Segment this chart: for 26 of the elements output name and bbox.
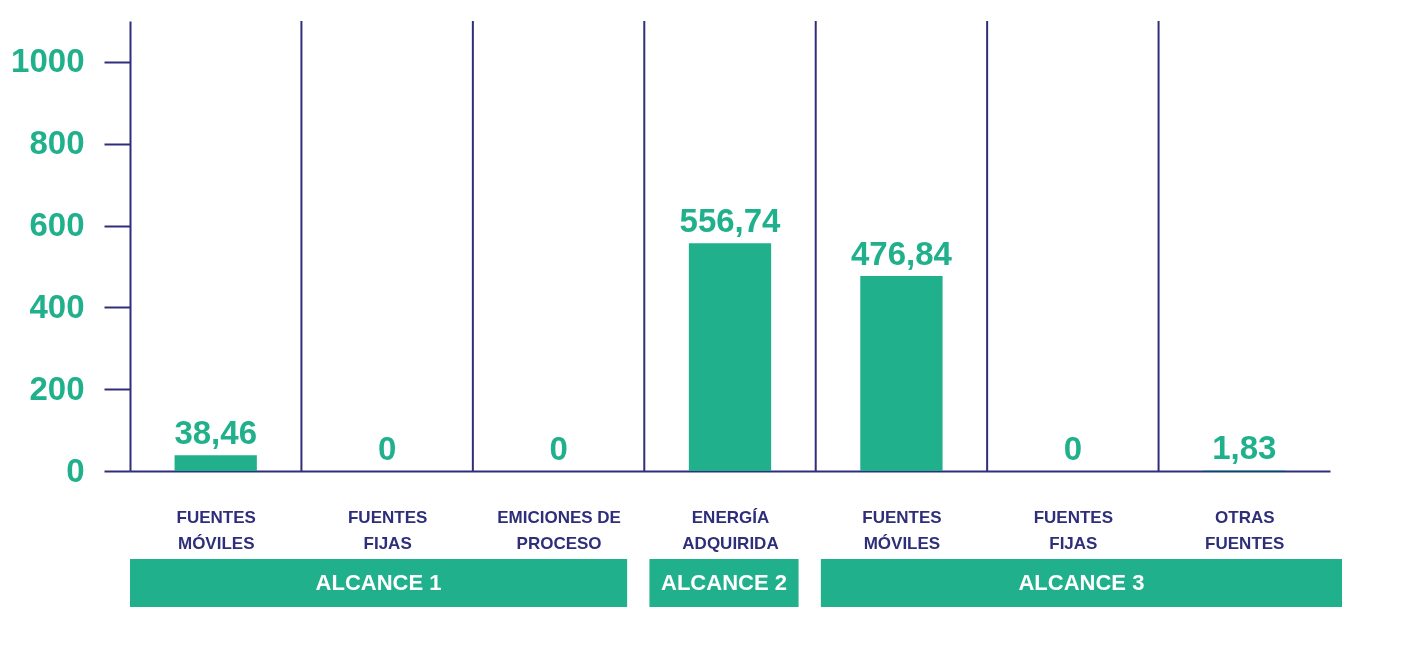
x-tick-label: FUENTES MÓVILES xyxy=(862,507,942,553)
text: ALCANCE 2 xyxy=(661,570,787,595)
data-label: 38,46 xyxy=(174,414,258,452)
data-label: 476,84 xyxy=(850,234,953,272)
x-tick-label: OTRAS FUENTES xyxy=(1205,507,1285,553)
x-tick-label: ENERGÍA ADQUIRIDA xyxy=(682,507,779,553)
data-label: 0 xyxy=(1063,430,1083,467)
bar xyxy=(174,455,257,471)
x-tick-label: FUENTES FIJAS xyxy=(1033,507,1114,553)
data-label: 0 xyxy=(377,430,397,467)
x-tick-label: FUENTES FIJAS xyxy=(347,507,428,553)
y-tick-label: 0 xyxy=(66,451,85,489)
bar xyxy=(860,275,943,471)
x-tick-label: EMICIONES DE PROCESO xyxy=(497,507,621,553)
x-tick-label: FUENTES MÓVILES xyxy=(176,507,256,553)
data-label: 0 xyxy=(549,430,568,467)
bar xyxy=(688,243,772,471)
y-tick-label: 600 xyxy=(29,206,85,244)
data-label: 556,74 xyxy=(679,202,782,240)
y-tick-label: 800 xyxy=(29,124,85,162)
data-label: 1,83 xyxy=(1212,429,1277,467)
y-tick-label: 1000 xyxy=(11,42,85,80)
text: ALCANCE 3 xyxy=(1018,570,1145,595)
text: ALCANCE 1 xyxy=(315,570,442,595)
y-tick-label: 200 xyxy=(29,369,85,407)
y-tick-label: 400 xyxy=(29,287,85,325)
